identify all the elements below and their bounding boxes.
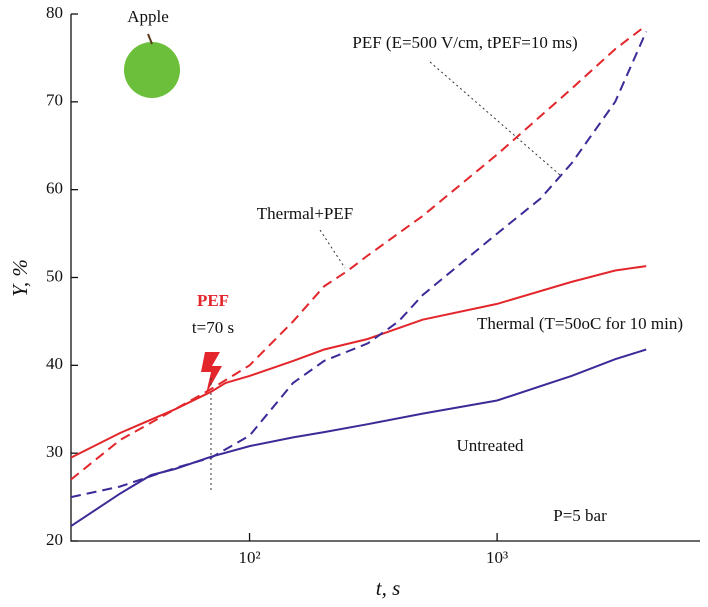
- lightning-icon: [201, 352, 222, 394]
- y-tick-label: 30: [46, 442, 63, 461]
- series-line: [70, 265, 647, 459]
- annotation: P=5 bar: [553, 506, 607, 525]
- y-tick-label: 40: [46, 354, 63, 373]
- y-tick-label: 70: [46, 91, 63, 110]
- x-tick-label: 10²: [238, 548, 260, 567]
- y-tick-label: 50: [46, 266, 63, 285]
- leader-line: [319, 229, 346, 269]
- apple-stem: [147, 33, 153, 45]
- x-tick-label: 10³: [486, 548, 508, 567]
- y-tick-label: 60: [46, 179, 63, 198]
- series-label: Thermal+PEF: [257, 204, 353, 223]
- apple-icon: [124, 42, 180, 98]
- leader-line: [429, 61, 561, 176]
- x-axis-title: t, s: [376, 576, 401, 600]
- y-tick-label: 20: [46, 530, 63, 549]
- y-tick-label: 80: [46, 3, 63, 22]
- annotation: PEF: [197, 291, 229, 310]
- annotation: t=70 s: [192, 318, 234, 337]
- series-label: PEF (E=500 V/cm, tPEF=10 ms): [352, 33, 577, 52]
- y-axis-title: Y, %: [8, 259, 32, 297]
- series-label: Untreated: [456, 436, 524, 455]
- series-label: Thermal (T=50oC for 10 min): [477, 314, 683, 333]
- series-line: [70, 348, 647, 527]
- series-line: [70, 31, 648, 499]
- annotation: Apple: [127, 7, 169, 26]
- series-line: [70, 24, 647, 481]
